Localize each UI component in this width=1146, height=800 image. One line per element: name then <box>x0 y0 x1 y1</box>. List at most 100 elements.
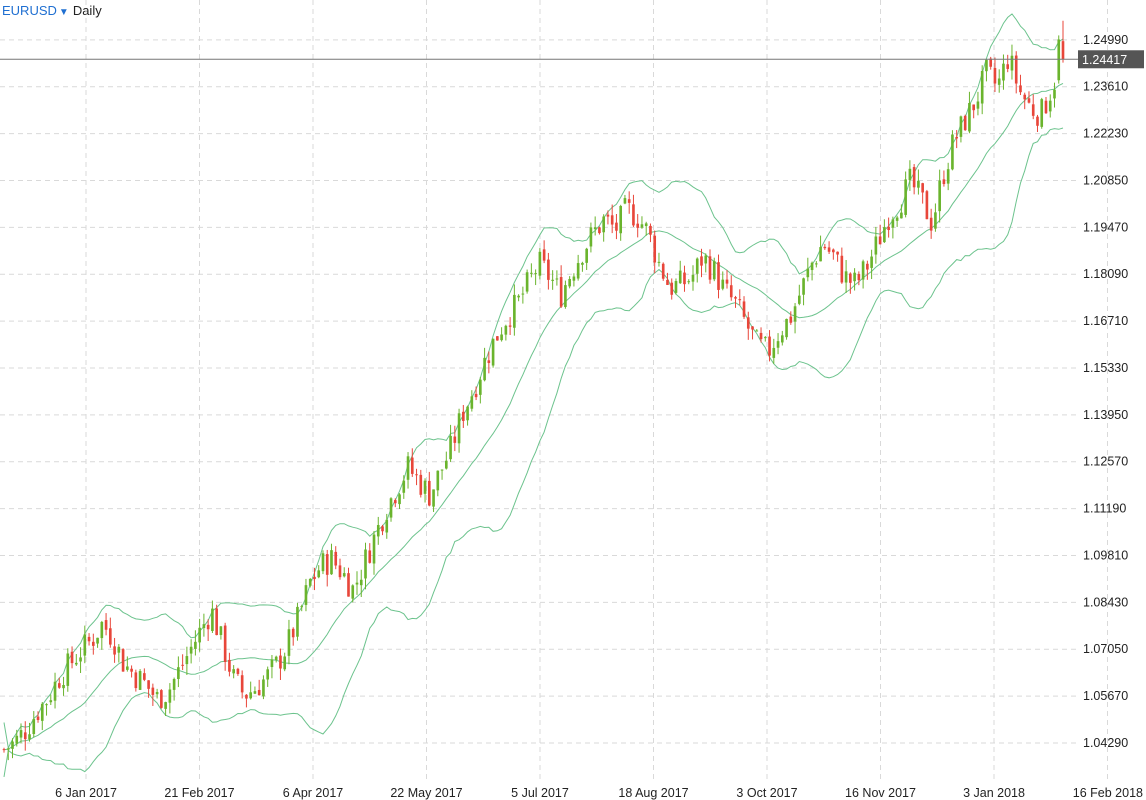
candle-body <box>202 624 206 629</box>
candle-body <box>891 219 895 228</box>
candle-body <box>636 223 640 228</box>
candle-body <box>797 295 801 304</box>
candle-body <box>602 216 605 233</box>
candle-body <box>849 273 852 283</box>
candle-body <box>117 646 121 653</box>
candle-body <box>623 198 627 204</box>
candle-body <box>525 272 529 292</box>
candle-body <box>712 261 716 280</box>
candle-body <box>215 608 218 636</box>
candle-body <box>704 255 708 264</box>
candle-body <box>147 680 150 689</box>
candle-body <box>1023 94 1027 100</box>
candle-body <box>11 741 14 749</box>
candle-body <box>172 678 176 690</box>
candle-body <box>83 634 87 656</box>
y-tick-label: 1.19470 <box>1083 220 1128 234</box>
candle-body <box>1002 63 1005 81</box>
candle-body <box>861 261 865 280</box>
candle-body <box>36 716 40 720</box>
candle-body <box>419 474 423 495</box>
y-tick-label: 1.07050 <box>1083 642 1128 656</box>
candle-body <box>100 621 104 639</box>
candle-body <box>291 628 295 638</box>
candle-body <box>1027 98 1031 103</box>
candle-body <box>206 624 210 630</box>
candle-body <box>368 550 372 563</box>
candle-body <box>827 247 831 252</box>
candle-body <box>793 306 797 322</box>
y-tick-label: 1.11190 <box>1083 502 1126 516</box>
caret-down-icon[interactable]: ▼ <box>58 7 69 18</box>
candle-body <box>823 246 827 249</box>
candle-body <box>32 719 36 735</box>
candle-body <box>738 299 742 301</box>
candle-body <box>691 274 695 282</box>
y-tick-label: 1.05670 <box>1083 689 1128 703</box>
candle-body <box>980 71 984 104</box>
current-price-tag <box>1078 50 1144 69</box>
candle-body <box>338 565 342 578</box>
candle-body <box>610 215 614 225</box>
symbol-selector[interactable]: EURUSD ▼ Daily <box>2 3 102 18</box>
y-tick-label: 1.09810 <box>1083 548 1128 562</box>
candle-body <box>695 258 699 274</box>
candle-body <box>598 227 601 234</box>
candle-body <box>62 684 65 689</box>
candle-body <box>1010 55 1014 71</box>
candle-body <box>1048 100 1052 112</box>
candle-body <box>678 270 682 284</box>
candle-body <box>802 278 805 295</box>
x-tick-label: 6 Jan 2017 <box>55 786 117 800</box>
middle-band-line <box>3 82 1064 751</box>
candle-body <box>606 214 610 217</box>
candle-body <box>274 656 278 661</box>
y-tick-label: 1.16710 <box>1083 314 1128 328</box>
candle-body <box>1053 89 1056 99</box>
y-tick-label: 1.23610 <box>1083 80 1128 94</box>
candle-body <box>780 335 784 343</box>
candle-body <box>317 570 321 578</box>
candle-body <box>547 259 550 280</box>
symbol-label: EURUSD <box>2 3 57 18</box>
x-tick-label: 3 Jan 2018 <box>963 786 1025 800</box>
candle-body <box>959 116 963 137</box>
candle-body <box>564 285 567 307</box>
candle-body <box>746 317 750 329</box>
candle-body <box>534 273 537 275</box>
candle-body <box>79 657 82 662</box>
candle-body <box>249 692 252 699</box>
candle-body <box>262 679 265 697</box>
candle-body <box>500 334 503 341</box>
candle-body <box>755 330 759 332</box>
candle-body <box>589 227 593 247</box>
candle-body <box>883 227 886 243</box>
candle-body <box>449 435 452 460</box>
candle-body <box>1040 99 1044 127</box>
candle-body <box>143 673 146 680</box>
candle-body <box>653 235 657 263</box>
candle-body <box>164 702 167 709</box>
candle-body <box>934 212 937 229</box>
candle-body <box>19 730 23 738</box>
candle-body <box>266 669 270 680</box>
candle-body <box>462 411 465 421</box>
candle-body <box>151 687 155 695</box>
candle-body <box>474 393 478 398</box>
candle-body <box>155 692 159 695</box>
candle-body <box>253 691 257 694</box>
candle-body <box>513 294 516 328</box>
candle-body <box>223 625 227 662</box>
candle-body <box>440 469 444 471</box>
candle-body <box>942 179 946 185</box>
candle-body <box>87 636 91 642</box>
candle-body <box>300 606 304 608</box>
candle-body <box>177 667 180 680</box>
candle-body <box>389 498 393 518</box>
candle-body <box>109 628 112 645</box>
candle-body <box>1031 104 1035 116</box>
current-price-label: 1.24417 <box>1082 53 1127 67</box>
candle-body <box>632 204 635 226</box>
candle-body <box>887 226 890 231</box>
